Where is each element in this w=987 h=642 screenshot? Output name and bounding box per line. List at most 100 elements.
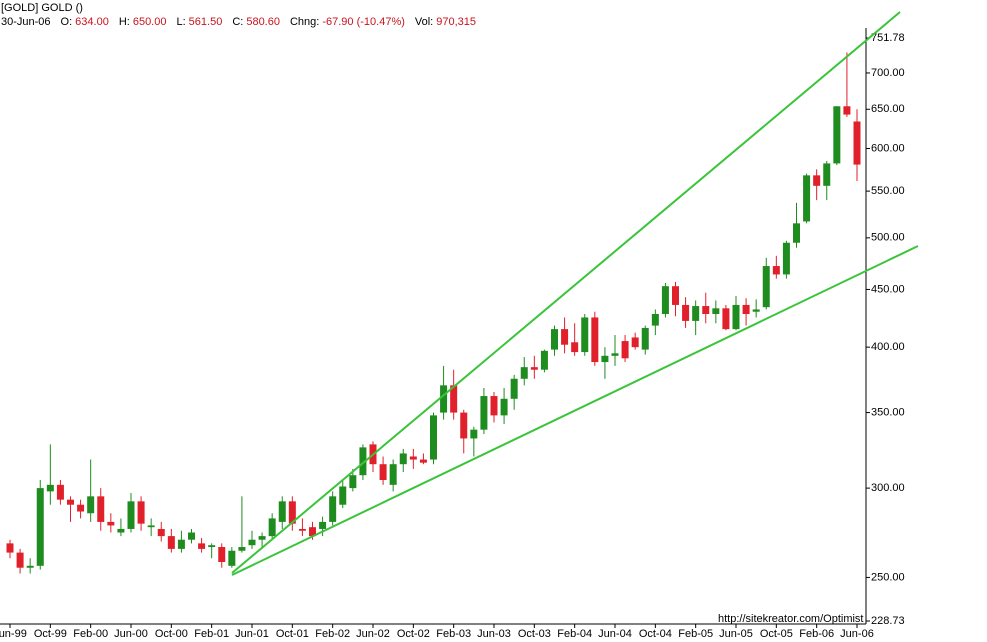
candle-body xyxy=(682,304,690,321)
field-value: -67.90 (-10.47%) xyxy=(322,16,405,28)
candle-body xyxy=(571,342,579,353)
y-tick-label: 228.73 xyxy=(871,615,905,627)
candle-body xyxy=(853,121,861,165)
candle-body xyxy=(167,536,175,549)
candle-body xyxy=(762,266,770,308)
x-tick-label: Feb-01 xyxy=(194,628,229,640)
field-value: 970,315 xyxy=(436,16,476,28)
candle-body xyxy=(157,528,165,537)
candle-body xyxy=(97,496,105,522)
y-tick-label: 450.00 xyxy=(871,283,905,295)
candle-body xyxy=(551,329,558,350)
x-tick-label: Feb-03 xyxy=(436,628,471,640)
candle-body xyxy=(177,539,185,549)
field-label: Chng: xyxy=(290,16,319,28)
candle-body xyxy=(329,496,337,522)
x-tick-label: Jun-02 xyxy=(356,628,390,640)
candle-body xyxy=(440,385,448,413)
candle-body xyxy=(742,304,750,315)
candle-body xyxy=(36,488,44,566)
candle-body xyxy=(339,486,347,505)
candle-body xyxy=(137,501,145,524)
candle-body xyxy=(561,329,569,345)
candle-body xyxy=(46,484,54,492)
candle-body xyxy=(399,453,407,465)
x-tick-label: Oct-02 xyxy=(397,628,430,640)
trendline-lower xyxy=(231,245,919,576)
x-tick-label: Jun-06 xyxy=(840,628,874,640)
candle-body xyxy=(107,521,115,526)
field-label: L: xyxy=(176,16,185,28)
candle-body xyxy=(803,175,811,222)
y-tick-label: 550.00 xyxy=(871,185,905,197)
candle-body xyxy=(117,528,125,533)
candle-body xyxy=(611,353,619,356)
y-tick-label: 751.78 xyxy=(871,32,905,44)
candle-body xyxy=(520,367,528,379)
candle-body xyxy=(450,385,458,413)
field-label: H: xyxy=(119,16,130,28)
candle-body xyxy=(641,327,649,350)
candle-body xyxy=(26,565,34,568)
x-tick-label: Jun-99 xyxy=(0,628,27,640)
x-tick-label: Jun-05 xyxy=(719,628,753,640)
candle-body xyxy=(793,223,800,243)
x-tick-label: Jun-04 xyxy=(598,628,632,640)
candle-body xyxy=(248,539,256,546)
y-tick-label: 350.00 xyxy=(871,406,905,418)
x-tick-label: Oct-04 xyxy=(639,628,672,640)
candle-body xyxy=(823,163,831,186)
field-label: C: xyxy=(232,16,243,28)
y-tick-label: 700.00 xyxy=(871,67,905,79)
header-fields: 30-Jun-06 O: 634.00 H: 650.00 L: 561.50 C: 580.6… xyxy=(1,16,476,28)
header-line: 30-Jun-06 O: 634.00 H: 650.00 L: 561.50 C: 580.6… xyxy=(1,16,476,28)
candle-body xyxy=(833,106,841,164)
field-value: 634.00 xyxy=(75,16,109,28)
x-tick-label: Feb-02 xyxy=(315,628,350,640)
candle-body xyxy=(430,415,437,460)
candle-body xyxy=(288,501,296,524)
candle-body xyxy=(56,484,64,500)
candle-body xyxy=(309,527,316,537)
candle-body xyxy=(188,532,195,540)
y-tick-label: 300.00 xyxy=(871,482,905,494)
candle-body xyxy=(409,456,417,460)
x-tick-label: Oct-05 xyxy=(760,628,793,640)
trendline-upper xyxy=(231,11,901,574)
candle-body xyxy=(530,367,538,370)
candle-body xyxy=(712,308,720,315)
candle-body xyxy=(228,550,236,566)
x-tick-label: Feb-05 xyxy=(678,628,713,640)
y-tick-label: 650.00 xyxy=(871,103,905,115)
y-tick-label: 250.00 xyxy=(871,571,905,583)
candle-body xyxy=(77,504,85,512)
candle-body xyxy=(782,242,790,275)
candle-body xyxy=(510,378,518,399)
candle-body xyxy=(813,175,821,186)
candle-body xyxy=(389,464,397,485)
candle-body xyxy=(702,306,710,315)
candle-body xyxy=(631,337,639,348)
candle-body xyxy=(480,396,488,430)
candle-body xyxy=(500,398,508,416)
candle-body xyxy=(460,412,468,439)
candle-body xyxy=(661,286,669,315)
candle-body xyxy=(278,501,286,522)
candle-body xyxy=(843,106,851,115)
field-value: 650.00 xyxy=(133,16,167,28)
candle-body xyxy=(581,317,589,353)
candle-body xyxy=(540,350,548,370)
candle-body xyxy=(67,499,74,505)
x-tick-label: Jun-01 xyxy=(235,628,269,640)
x-tick-label: Jun-03 xyxy=(477,628,511,640)
field-value: 580.60 xyxy=(246,16,280,28)
y-tick-label: 500.00 xyxy=(871,232,905,244)
y-tick-label: 600.00 xyxy=(871,142,905,154)
field-label: O: xyxy=(61,16,73,28)
candle-body xyxy=(470,429,478,439)
candle-body xyxy=(379,464,387,481)
candle-body xyxy=(87,496,95,514)
